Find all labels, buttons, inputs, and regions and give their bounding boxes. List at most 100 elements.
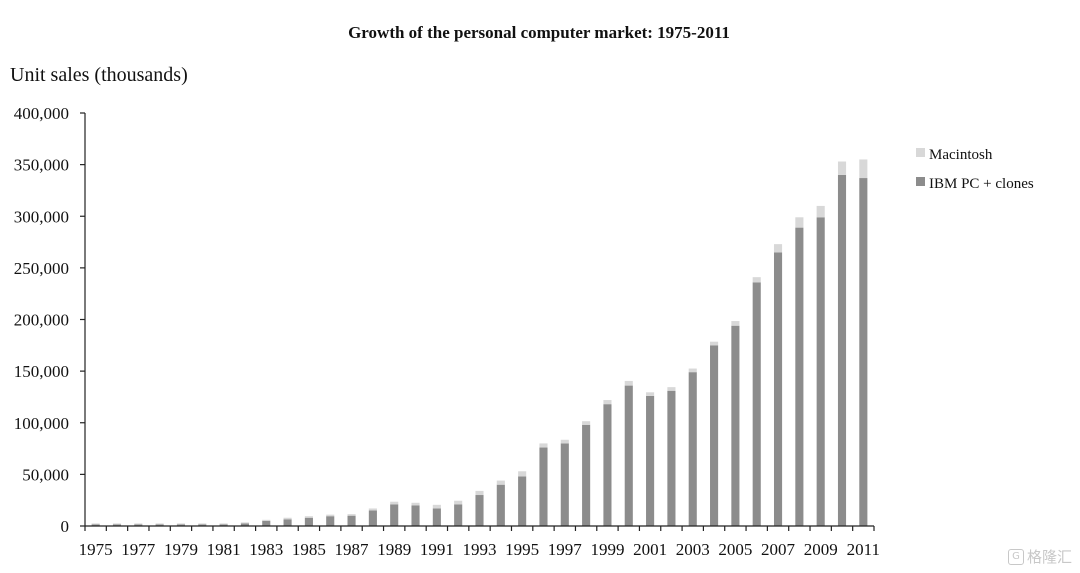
- bar-macintosh-1987: [347, 514, 356, 516]
- bar-ibm-pc-clones-1999: [603, 404, 612, 526]
- y-tick-label: 50,000: [22, 465, 69, 484]
- y-tick-label: 250,000: [14, 259, 69, 278]
- bar-ibm-pc-clones-1993: [475, 495, 484, 526]
- y-tick-label: 150,000: [14, 362, 69, 381]
- bar-ibm-pc-clones-1978: [155, 524, 164, 526]
- bar-ibm-pc-clones-2001: [646, 395, 655, 526]
- bar-ibm-pc-clones-2008: [795, 227, 804, 527]
- bar-macintosh-1986: [326, 514, 335, 517]
- x-tick-label: 1981: [207, 540, 241, 559]
- bar-macintosh-2007: [773, 244, 783, 253]
- bar-ibm-pc-clones-2010: [837, 174, 847, 526]
- bar-macintosh-1994: [496, 480, 505, 485]
- y-tick-label: 350,000: [14, 156, 69, 175]
- bar-ibm-pc-clones-2004: [710, 345, 719, 526]
- bar-macintosh-1976: [112, 523, 122, 525]
- bar-macintosh-1983: [262, 519, 271, 521]
- bar-macintosh-2004: [710, 341, 719, 346]
- bar-macintosh-2003: [688, 368, 697, 373]
- bar-ibm-pc-clones-1985: [304, 517, 313, 526]
- bar-ibm-pc-clones-1996: [539, 447, 548, 526]
- x-tick-label: 1989: [377, 540, 411, 559]
- bar-ibm-pc-clones-2000: [624, 385, 633, 526]
- watermark-logo-icon: G: [1007, 548, 1024, 565]
- bar-macintosh-1999: [603, 400, 612, 405]
- x-tick-label: 1993: [463, 540, 497, 559]
- bar-macintosh-1984: [283, 517, 292, 520]
- legend-swatch-macintosh: [916, 148, 925, 157]
- bar-ibm-pc-clones-1997: [560, 443, 569, 526]
- x-tick-label: 1987: [335, 540, 370, 559]
- x-tick-label: 1975: [79, 540, 113, 559]
- y-axis-label: Unit sales (thousands): [10, 64, 188, 86]
- y-tick-label: 200,000: [14, 311, 69, 330]
- bar-macintosh-1995: [518, 471, 527, 477]
- bar-macintosh-1989: [390, 501, 399, 505]
- bar-ibm-pc-clones-1990: [411, 505, 420, 526]
- bar-ibm-pc-clones-1989: [390, 504, 399, 526]
- bar-ibm-pc-clones-2005: [731, 325, 740, 526]
- bar-macintosh-1980: [198, 523, 207, 525]
- bar-macintosh-2009: [816, 205, 825, 218]
- bar-ibm-pc-clones-1984: [283, 519, 292, 526]
- bar-macintosh-2008: [795, 217, 804, 228]
- x-tick-label: 1995: [505, 540, 539, 559]
- x-tick-label: 2009: [804, 540, 838, 559]
- bar-macintosh-1996: [539, 443, 548, 448]
- bar-macintosh-2001: [646, 392, 655, 396]
- x-tick-label: 2005: [718, 540, 752, 559]
- bar-ibm-pc-clones-2002: [667, 390, 676, 526]
- bar-ibm-pc-clones-1982: [240, 523, 249, 526]
- x-tick-label: 2001: [633, 540, 667, 559]
- bar-macintosh-1979: [176, 523, 186, 525]
- bar-macintosh-2002: [667, 387, 676, 391]
- bars: [91, 159, 868, 527]
- bar-ibm-pc-clones-2011: [859, 178, 868, 527]
- y-axis: 0 50,000 100,000 150,000 200,000 250,000 300,0…: [14, 104, 85, 536]
- bar-macintosh-1990: [411, 502, 420, 506]
- x-tick-label: 2003: [676, 540, 710, 559]
- x-axis: 1975 1977 1979 1981 1983 1985 1987 1989 1991 1993…: [79, 526, 880, 559]
- x-tick-label: 1985: [292, 540, 326, 559]
- y-tick-label: 300,000: [14, 207, 69, 226]
- bar-ibm-pc-clones-1979: [176, 524, 186, 526]
- bar-macintosh-1982: [240, 522, 249, 524]
- bar-macintosh-1978: [155, 523, 164, 525]
- watermark: G 格隆汇: [1007, 546, 1072, 567]
- bar-macintosh-2011: [859, 159, 868, 179]
- legend: Macintosh IBM PC + clones: [916, 147, 1034, 192]
- legend-label-ibm-pc-clones: IBM PC + clones: [929, 176, 1034, 192]
- bar-ibm-pc-clones-1988: [368, 510, 377, 526]
- bar-macintosh-2000: [624, 380, 633, 386]
- x-tick-label: 1991: [420, 540, 454, 559]
- bar-macintosh-2005: [731, 321, 740, 326]
- bar-ibm-pc-clones-1980: [198, 524, 207, 526]
- bar-macintosh-1981: [219, 523, 228, 525]
- bar-ibm-pc-clones-2006: [752, 282, 761, 526]
- x-tick-label: 1979: [164, 540, 198, 559]
- bar-ibm-pc-clones-1976: [112, 524, 122, 526]
- x-tick-label: 2007: [761, 540, 796, 559]
- bar-macintosh-1988: [368, 508, 377, 511]
- bar-macintosh-1997: [560, 439, 569, 444]
- x-tick-label: 1997: [548, 540, 583, 559]
- bar-macintosh-2010: [837, 161, 847, 175]
- bar-ibm-pc-clones-1991: [432, 508, 441, 526]
- y-tick-label: 100,000: [14, 414, 69, 433]
- bar-ibm-pc-clones-2003: [688, 372, 697, 526]
- watermark-text: 格隆汇: [1026, 548, 1072, 566]
- bar-macintosh-2006: [752, 277, 761, 283]
- bar-ibm-pc-clones-2009: [816, 217, 825, 526]
- bar-macintosh-1985: [304, 516, 313, 518]
- x-tick-label: 1977: [121, 540, 156, 559]
- legend-swatch-ibm-pc-clones: [916, 177, 925, 186]
- bar-macintosh-1975: [91, 523, 100, 525]
- y-tick-label: 0: [61, 517, 70, 536]
- bar-macintosh-1998: [582, 421, 591, 425]
- chart-title: Growth of the personal computer market: …: [348, 23, 730, 42]
- bar-ibm-pc-clones-1994: [496, 484, 505, 526]
- legend-label-macintosh: Macintosh: [929, 147, 993, 163]
- x-tick-label: 2011: [847, 540, 880, 559]
- bar-macintosh-1992: [454, 500, 463, 505]
